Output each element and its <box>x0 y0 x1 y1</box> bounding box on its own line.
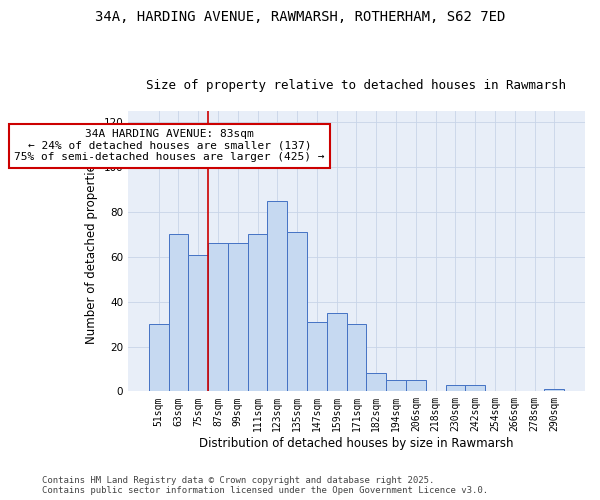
Bar <box>287 232 307 392</box>
Bar <box>347 324 367 392</box>
Text: Contains HM Land Registry data © Crown copyright and database right 2025.
Contai: Contains HM Land Registry data © Crown c… <box>42 476 488 495</box>
Bar <box>169 234 188 392</box>
Bar <box>307 322 327 392</box>
Text: 34A HARDING AVENUE: 83sqm
← 24% of detached houses are smaller (137)
75% of semi: 34A HARDING AVENUE: 83sqm ← 24% of detac… <box>14 129 325 162</box>
Bar <box>367 374 386 392</box>
Bar <box>208 244 228 392</box>
Bar <box>327 313 347 392</box>
Bar <box>466 384 485 392</box>
Bar <box>268 201 287 392</box>
Bar <box>188 254 208 392</box>
Y-axis label: Number of detached properties: Number of detached properties <box>85 158 98 344</box>
Bar <box>248 234 268 392</box>
Bar <box>149 324 169 392</box>
Bar <box>446 384 466 392</box>
Bar <box>386 380 406 392</box>
Title: Size of property relative to detached houses in Rawmarsh: Size of property relative to detached ho… <box>146 79 566 92</box>
Bar <box>228 244 248 392</box>
X-axis label: Distribution of detached houses by size in Rawmarsh: Distribution of detached houses by size … <box>199 437 514 450</box>
Bar <box>544 389 564 392</box>
Bar <box>406 380 426 392</box>
Text: 34A, HARDING AVENUE, RAWMARSH, ROTHERHAM, S62 7ED: 34A, HARDING AVENUE, RAWMARSH, ROTHERHAM… <box>95 10 505 24</box>
